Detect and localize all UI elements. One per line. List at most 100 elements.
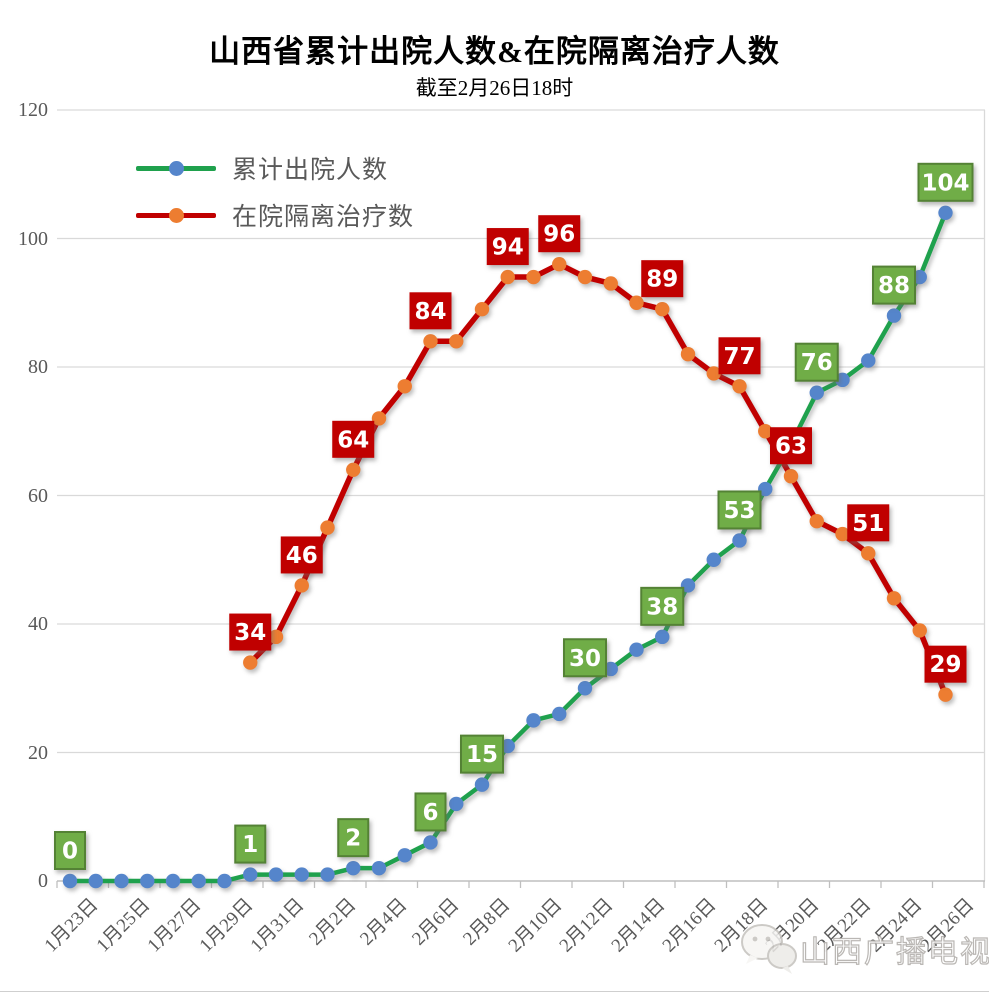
discharged-point	[500, 738, 515, 754]
discharged-data-label-value: 15	[466, 742, 498, 768]
watermark: 山西广播电视台	[738, 916, 989, 982]
discharged-point	[191, 873, 206, 889]
discharged-line	[67, 210, 948, 884]
discharged-point	[732, 533, 747, 548]
legend: 累计出院人数 在院隔离治疗数	[136, 150, 414, 244]
treatment-point	[577, 269, 593, 285]
discharged-data-label: 6	[414, 792, 447, 832]
treatment-data-label: 29	[924, 645, 967, 683]
discharged-point	[217, 873, 232, 889]
treatment-point	[809, 514, 824, 529]
discharged-point	[526, 713, 541, 728]
treatment-point	[346, 462, 361, 477]
legend-label-discharged: 累计出院人数	[232, 157, 389, 184]
discharged-point	[140, 873, 155, 889]
discharged-point	[423, 835, 438, 850]
discharged-data-label-box	[872, 265, 916, 305]
chart-title: 山西省累计出院人数&在院隔离治疗人数	[209, 34, 780, 69]
treatment-data-label: 63	[770, 427, 812, 465]
treatment-data-label-box	[847, 504, 890, 542]
discharged-data-label-value: 0	[62, 839, 78, 865]
treatment-point	[680, 346, 696, 362]
discharged-point	[680, 578, 696, 593]
discharged-data-label-box	[414, 792, 447, 832]
discharged-data-label-box	[640, 586, 685, 626]
discharged-data-label: 53	[717, 490, 762, 530]
wechat-icon	[741, 924, 797, 974]
discharged-point	[114, 873, 129, 889]
discharged-data-label-box	[54, 831, 86, 870]
treatment-data-label-value: 96	[543, 222, 575, 248]
y-axis-tick-label: 20	[28, 741, 48, 764]
discharged-data-label: 38	[640, 586, 685, 626]
discharged-data-label-value: 104	[921, 170, 969, 196]
treatment-line	[247, 261, 949, 698]
treatment-data-label-value: 51	[852, 511, 884, 537]
treatment-point	[783, 469, 799, 484]
treatment-data-label-box	[409, 292, 452, 330]
treatment-point	[552, 257, 567, 272]
discharged-data-label: 104	[917, 162, 974, 202]
discharged-point	[861, 353, 876, 368]
treatment-point	[912, 623, 927, 638]
discharged-data-label: 88	[872, 265, 916, 305]
discharged-point	[758, 481, 773, 497]
discharged-data-label: 76	[794, 342, 839, 382]
treatment-point	[474, 301, 490, 317]
treatment-data-label-box	[641, 260, 684, 298]
legend-label-treatment: 在院隔离治疗数	[232, 204, 415, 231]
treatment-data-label-value: 94	[492, 235, 524, 261]
discharged-point	[268, 867, 284, 882]
chart-subtitle: 截至2月26日18时	[415, 76, 574, 100]
discharged-data-label: 2	[337, 818, 370, 858]
treatment-data-label: 89	[641, 260, 684, 298]
treatment-data-label-box	[924, 645, 967, 683]
discharged-data-label-box	[234, 824, 267, 864]
treatment-point	[886, 591, 902, 606]
discharged-point	[835, 372, 850, 388]
treatment-data-label: 34	[229, 613, 272, 651]
discharged-point	[474, 777, 490, 792]
discharged-data-label: 0	[54, 831, 86, 870]
treatment-data-label: 84	[409, 292, 452, 330]
discharged-point	[938, 205, 953, 220]
y-axis-tick-label: 80	[28, 356, 48, 378]
image-bottom-edge	[0, 991, 989, 992]
treatment-point	[449, 334, 464, 349]
discharged-point	[294, 867, 309, 882]
discharged-point	[371, 860, 387, 876]
treatment-point	[835, 526, 850, 542]
treatment-data-label-box	[280, 536, 323, 574]
discharged-point	[449, 796, 464, 812]
treatment-point	[706, 366, 721, 381]
treatment-data-label-value: 89	[646, 267, 678, 293]
data-labels-group: 0 1 2 6 15 30 38 53 76 88 104 34 46 64 84 94 96 89 77 63 51 2…	[54, 162, 974, 870]
discharged-data-label-box	[794, 342, 839, 382]
treatment-data-label-box	[538, 215, 581, 253]
treatment-point	[268, 629, 284, 645]
legend-item-treatment: 在院隔离治疗数	[136, 197, 414, 233]
discharged-data-label-value: 53	[723, 498, 755, 524]
discharged-point	[397, 848, 412, 863]
discharged-point	[912, 269, 927, 285]
discharged-data-label-box	[337, 818, 370, 858]
treatment-data-label-value: 63	[775, 434, 807, 460]
treatment-data-label: 51	[847, 504, 890, 542]
discharged-point	[629, 642, 644, 657]
treatment-data-label-value: 84	[414, 299, 446, 325]
discharged-data-label-box	[717, 490, 762, 530]
discharged-line-swatch	[136, 160, 216, 176]
treatment-data-label: 96	[538, 215, 581, 253]
discharged-data-label-value: 88	[878, 273, 910, 299]
discharged-data-label-value: 1	[242, 832, 258, 858]
treatment-data-label-box	[229, 613, 272, 651]
y-axis-tick-label: 60	[28, 484, 48, 507]
discharged-point	[88, 873, 103, 889]
treatment-point	[861, 546, 876, 561]
treatment-data-label-value: 77	[723, 344, 755, 370]
discharged-point	[320, 867, 335, 882]
treatment-point	[397, 379, 412, 394]
discharged-point	[243, 867, 258, 882]
treatment-data-label: 64	[332, 420, 375, 458]
